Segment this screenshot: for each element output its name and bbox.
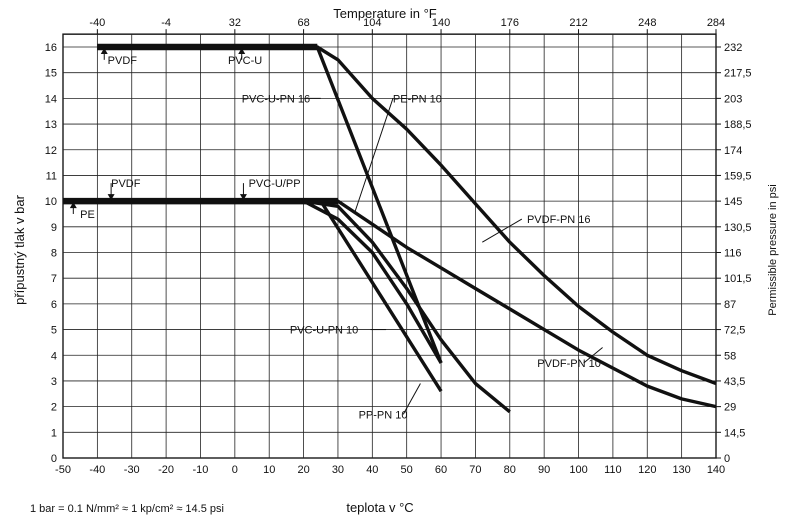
top-tick-label: 248 — [638, 17, 656, 29]
right-tick-label: 43,5 — [724, 376, 745, 388]
annotation-label: PVC-U-PN 16 — [242, 93, 310, 105]
top-tick-label: 32 — [229, 17, 241, 29]
x-tick-label: 60 — [435, 464, 447, 476]
right-axis-label: Permissible pressure in psi — [767, 184, 779, 315]
y-tick-label: 9 — [51, 222, 57, 234]
right-tick-label: 116 — [724, 248, 742, 260]
annotation-leader — [354, 98, 394, 212]
annotation-label: PVC-U/PP — [249, 178, 301, 190]
right-tick-label: 130,5 — [724, 222, 752, 234]
x-tick-label: 0 — [232, 464, 238, 476]
right-tick-label: 188,5 — [724, 119, 752, 131]
x-tick-label: 120 — [638, 464, 656, 476]
x-tick-label: -40 — [89, 464, 105, 476]
annotation-label: PVC-U-PN 10 — [290, 325, 358, 337]
right-tick-label: 58 — [724, 350, 736, 362]
x-tick-label: 70 — [469, 464, 481, 476]
annotation-arrow — [238, 48, 246, 54]
x-tick-label: 10 — [263, 464, 275, 476]
series-line-pvdf-pn-16 — [316, 45, 717, 386]
y-tick-label: 8 — [51, 248, 57, 260]
annotation-leader — [583, 347, 603, 364]
tick-labels: -50 -40 -30 -20 -10 0 10 20 30 40 50 60 70 80 90 100 110… — [45, 17, 752, 476]
x-axis-label: teplota v °C — [346, 500, 413, 515]
annotation-arrow — [239, 194, 247, 201]
right-tick-label: 29 — [724, 402, 736, 414]
annotation-arrow — [100, 48, 108, 54]
x-tick-label: 20 — [297, 464, 309, 476]
top-axis-label: Temperature in °F — [333, 6, 437, 21]
top-tick-label: 104 — [363, 17, 381, 29]
y-tick-label: 0 — [51, 453, 57, 465]
right-tick-label: 87 — [724, 299, 736, 311]
y-tick-label: 7 — [51, 273, 57, 285]
annotation-label: PVDF — [108, 55, 138, 67]
x-tick-label: -10 — [193, 464, 209, 476]
x-tick-label: 30 — [332, 464, 344, 476]
annotation-label: PVC-U — [228, 55, 262, 67]
annotation-label: PVDF-PN 16 — [527, 214, 591, 226]
series-line-pvdf-pn-10 — [317, 199, 717, 409]
y-tick-label: 10 — [45, 196, 57, 208]
x-tick-label: 110 — [604, 464, 622, 476]
annotation-arrow — [107, 194, 115, 201]
annotation-leaders — [69, 47, 603, 415]
x-tick-label: 100 — [569, 464, 587, 476]
series-line-pe-pn-10 — [63, 199, 443, 364]
y-tick-label: 15 — [45, 68, 57, 80]
y-tick-label: 4 — [51, 350, 57, 362]
x-tick-label: -50 — [55, 464, 71, 476]
x-tick-label: 130 — [672, 464, 690, 476]
top-tick-label: 140 — [432, 17, 450, 29]
top-tick-label: 176 — [501, 17, 519, 29]
right-tick-label: 159,5 — [724, 170, 752, 182]
y-tick-label: 2 — [51, 402, 57, 414]
x-tick-label: -30 — [124, 464, 140, 476]
right-tick-label: 72,5 — [724, 325, 745, 337]
right-tick-label: 203 — [724, 93, 742, 105]
plot-frame — [62, 33, 717, 459]
top-tick-label: 212 — [569, 17, 587, 29]
y-tick-label: 1 — [51, 427, 57, 439]
top-tick-label: 284 — [707, 17, 725, 29]
right-tick-label: 174 — [724, 145, 742, 157]
y-tick-label: 16 — [45, 42, 57, 54]
x-tick-label: -20 — [158, 464, 174, 476]
annotations: PVDF PVC-U PVC-U-PN 16 PE-PN 10 PVDF PVC-U/PP… — [80, 55, 601, 421]
annotation-label: PP-PN 10 — [359, 409, 408, 421]
x-tick-label: 90 — [538, 464, 550, 476]
right-tick-label: 101,5 — [724, 273, 752, 285]
x-tick-label: 50 — [401, 464, 413, 476]
y-axis-label: přípustný tlak v bar — [12, 194, 27, 304]
right-tick-label: 217,5 — [724, 68, 752, 80]
y-tick-label: 14 — [45, 93, 57, 105]
x-tick-label: 140 — [707, 464, 725, 476]
annotation-leader — [482, 218, 523, 243]
right-tick-label: 145 — [724, 196, 742, 208]
y-tick-label: 3 — [51, 376, 57, 388]
unit-footnote: 1 bar = 0.1 N/mm² ≈ 1 kp/cm² ≈ 14.5 psi — [30, 503, 224, 515]
y-tick-label: 13 — [45, 119, 57, 131]
top-tick-label: -4 — [161, 17, 171, 29]
annotation-leader — [402, 383, 421, 415]
y-tick-label: 6 — [51, 299, 57, 311]
annotation-label: PE-PN 10 — [393, 93, 442, 105]
annotation-label: PVDF-PN 10 — [537, 358, 601, 370]
top-tick-label: 68 — [297, 17, 309, 29]
y-tick-label: 11 — [46, 170, 57, 182]
series-lines — [63, 43, 717, 414]
x-tick-label: 40 — [366, 464, 378, 476]
annotation-label: PE — [80, 209, 95, 221]
annotation-arrow — [69, 202, 77, 209]
top-tick-label: -40 — [89, 17, 105, 29]
right-tick-label: 232 — [724, 42, 742, 54]
x-tick-label: 80 — [504, 464, 516, 476]
right-tick-label: 14,5 — [724, 427, 745, 439]
right-tick-label: 0 — [724, 453, 730, 465]
y-tick-label: 12 — [45, 145, 57, 157]
series-line-pp-pn-10 — [303, 199, 511, 414]
annotation-label: PVDF — [111, 178, 141, 190]
y-tick-label: 5 — [51, 325, 57, 337]
